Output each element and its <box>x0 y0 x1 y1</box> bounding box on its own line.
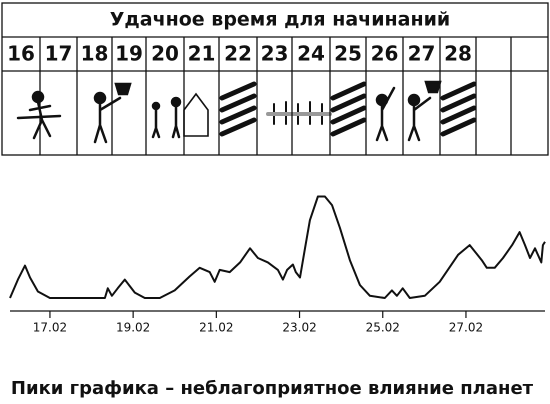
day-number: 17 <box>45 42 73 66</box>
day-number: 22 <box>224 42 252 66</box>
day-icons <box>16 80 477 144</box>
x-tick-label: 23.02 <box>282 321 316 335</box>
day-number: 18 <box>81 42 109 66</box>
day-number: 16 <box>7 42 35 66</box>
x-tick-label: 17.02 <box>33 321 67 335</box>
day-number: 25 <box>334 42 362 66</box>
day-number: 19 <box>115 42 143 66</box>
day-number: 24 <box>297 42 325 66</box>
calendar-title: Удачное время для начинаний <box>110 9 450 31</box>
x-tick-label: 27.02 <box>449 321 483 335</box>
x-tick-label: 19.02 <box>116 321 150 335</box>
day-number: 23 <box>261 42 289 66</box>
data-line <box>9 195 546 299</box>
day-number: 28 <box>444 42 472 66</box>
day-number: 27 <box>408 42 436 66</box>
day-number: 21 <box>188 42 216 66</box>
x-tick-label: 25.02 <box>366 321 400 335</box>
day-number: 20 <box>151 42 179 66</box>
chart-caption: Пики графика – неблагоприятное влияние п… <box>11 378 534 399</box>
x-tick-label: 21.02 <box>199 321 233 335</box>
day-number: 26 <box>371 42 399 66</box>
calendar-table <box>1 2 549 156</box>
